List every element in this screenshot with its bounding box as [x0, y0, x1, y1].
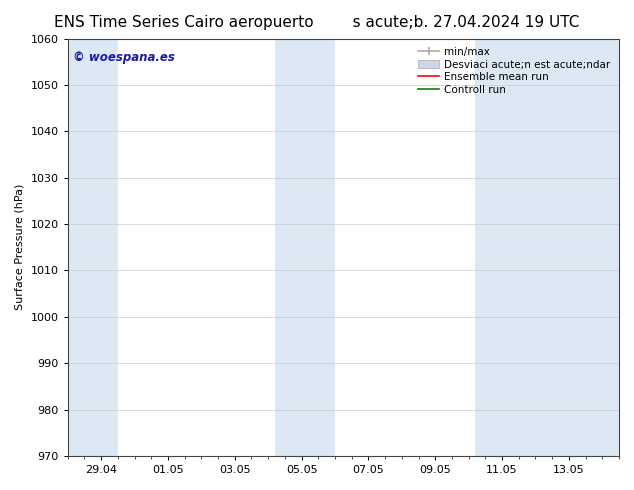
Y-axis label: Surface Pressure (hPa): Surface Pressure (hPa) [15, 184, 25, 311]
Legend: min/max, Desviaci acute;n est acute;ndar, Ensemble mean run, Controll run: min/max, Desviaci acute;n est acute;ndar… [415, 44, 614, 98]
Bar [275, 39, 335, 456]
Bar [476, 39, 619, 456]
Text: © woespana.es: © woespana.es [73, 51, 175, 64]
Text: ENS Time Series Cairo aeropuerto        s acute;b. 27.04.2024 19 UTC: ENS Time Series Cairo aeropuerto s acute… [55, 15, 579, 30]
Bar [68, 39, 118, 456]
